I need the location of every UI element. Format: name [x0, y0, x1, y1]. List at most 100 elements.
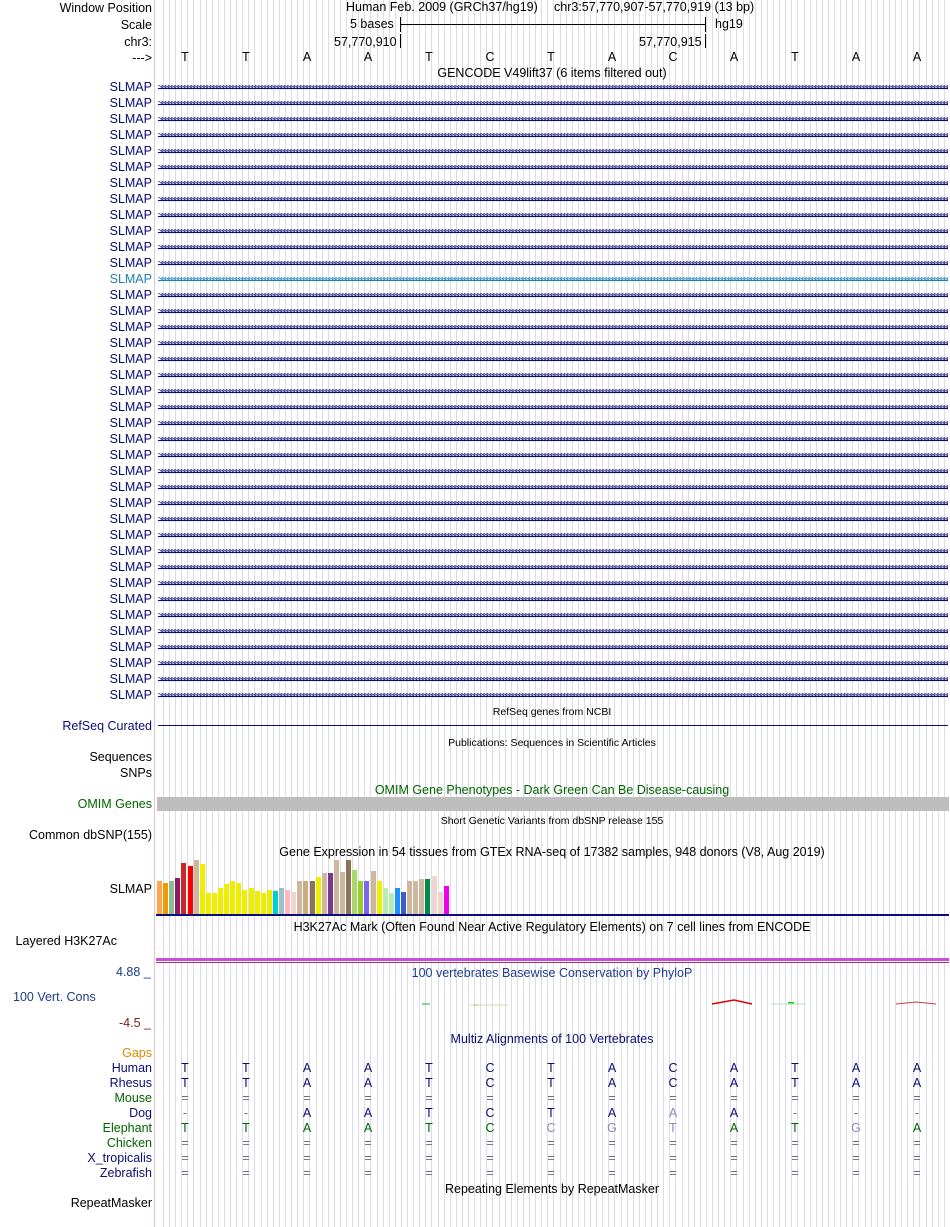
gtex-tissue-bar[interactable]	[175, 878, 181, 914]
gtex-track-title[interactable]: Gene Expression in 54 tissues from GTEx …	[279, 845, 825, 859]
gtex-tissue-bar[interactable]	[199, 864, 205, 914]
gtex-tissue-bar[interactable]	[272, 891, 278, 914]
gtex-tissue-bar[interactable]	[163, 883, 169, 914]
gtex-tissue-bar[interactable]	[260, 893, 266, 914]
gencode-gene-label[interactable]: SLMAP	[109, 336, 152, 350]
cons-track-title[interactable]: 100 vertebrates Basewise Conservation by…	[411, 966, 693, 980]
refseq-track-label[interactable]: RefSeq Curated	[62, 719, 152, 733]
gtex-tissue-bar[interactable]	[309, 881, 315, 914]
gtex-tissue-bar[interactable]	[315, 877, 321, 914]
gtex-tissue-bar[interactable]	[297, 881, 303, 914]
gtex-tissue-bar[interactable]	[218, 888, 223, 914]
gtex-tissue-bar[interactable]	[254, 891, 260, 914]
gencode-gene-label[interactable]: SLMAP	[109, 192, 152, 206]
gtex-tissue-bar[interactable]	[425, 879, 431, 914]
gtex-tissue-bar[interactable]	[193, 860, 199, 914]
gencode-gene-label[interactable]: SLMAP	[109, 576, 152, 590]
gtex-tissue-bar[interactable]	[236, 883, 242, 914]
h3k27ac-signal-band[interactable]	[156, 958, 949, 961]
gencode-gene-label[interactable]: SLMAP	[109, 288, 152, 302]
gencode-gene-label[interactable]: SLMAP	[109, 432, 152, 446]
gtex-track-label[interactable]: SLMAP	[109, 882, 152, 896]
multiz-track-title[interactable]: Multiz Alignments of 100 Vertebrates	[450, 1032, 654, 1046]
gencode-gene-label[interactable]: SLMAP	[109, 224, 152, 238]
cons-wiggle-plot[interactable]	[156, 990, 949, 1010]
gencode-gene-label[interactable]: SLMAP	[109, 496, 152, 510]
h3k27ac-track-title[interactable]: H3K27Ac Mark (Often Found Near Active Re…	[293, 920, 811, 934]
gtex-tissue-bar[interactable]	[303, 881, 309, 914]
gencode-gene-label[interactable]: SLMAP	[109, 176, 152, 190]
gtex-tissue-bar[interactable]	[321, 873, 327, 914]
species-label-dog[interactable]: Dog	[129, 1106, 152, 1120]
gencode-gene-label[interactable]: SLMAP	[109, 96, 152, 110]
gtex-tissue-bar[interactable]	[443, 886, 449, 914]
dbsnp-track-title[interactable]: Short Genetic Variants from dbSNP releas…	[440, 815, 664, 827]
gencode-gene-label[interactable]: SLMAP	[109, 448, 152, 462]
gencode-gene-label[interactable]: SLMAP	[109, 400, 152, 414]
gencode-gene-label[interactable]: SLMAP	[109, 528, 152, 542]
refseq-gene-line[interactable]	[158, 725, 948, 726]
pubs-track-title[interactable]: Publications: Sequences in Scientific Ar…	[448, 737, 656, 749]
repeatmasker-track-label[interactable]: RepeatMasker	[70, 1196, 152, 1210]
pubs-sequences-label[interactable]: Sequences	[89, 750, 152, 764]
gencode-gene-label[interactable]: SLMAP	[109, 560, 152, 574]
gencode-gene-label[interactable]: SLMAP	[109, 272, 152, 286]
gtex-tissue-bar[interactable]	[291, 892, 297, 914]
gencode-gene-label[interactable]: SLMAP	[109, 608, 152, 622]
gencode-gene-label[interactable]: SLMAP	[109, 144, 152, 158]
gtex-bar-chart[interactable]	[156, 860, 536, 914]
gtex-tissue-bar[interactable]	[187, 866, 193, 914]
gtex-tissue-bar[interactable]	[157, 881, 162, 914]
dbsnp-track-label[interactable]: Common dbSNP(155)	[29, 828, 152, 842]
gtex-tissue-bar[interactable]	[205, 893, 211, 914]
species-label-elephant[interactable]: Elephant	[102, 1121, 152, 1135]
gtex-tissue-bar[interactable]	[382, 888, 388, 914]
gencode-gene-label[interactable]: SLMAP	[109, 416, 152, 430]
gtex-tissue-bar[interactable]	[413, 881, 419, 914]
gtex-tissue-bar[interactable]	[266, 890, 272, 914]
gtex-tissue-bar[interactable]	[169, 881, 175, 914]
gtex-tissue-bar[interactable]	[376, 881, 382, 914]
gtex-tissue-bar[interactable]	[181, 863, 187, 914]
gencode-gene-label[interactable]: SLMAP	[109, 352, 152, 366]
gencode-gene-label[interactable]: SLMAP	[109, 544, 152, 558]
gencode-gene-label[interactable]: SLMAP	[109, 240, 152, 254]
gtex-tissue-bar[interactable]	[346, 860, 352, 914]
gtex-tissue-bar[interactable]	[211, 893, 217, 914]
gencode-gene-label[interactable]: SLMAP	[109, 256, 152, 270]
gencode-gene-label[interactable]: SLMAP	[109, 640, 152, 654]
gtex-tissue-bar[interactable]	[340, 872, 345, 914]
gtex-tissue-bar[interactable]	[279, 888, 284, 914]
gtex-tissue-bar[interactable]	[358, 881, 364, 914]
species-label-x_tropicalis[interactable]: X_tropicalis	[87, 1151, 152, 1165]
gencode-track-title[interactable]: GENCODE V49lift37 (6 items filtered out)	[437, 66, 667, 80]
h3k27ac-track-label[interactable]: Layered H3K27Ac	[15, 934, 117, 948]
gtex-tissue-bar[interactable]	[230, 881, 236, 914]
gencode-gene-label[interactable]: SLMAP	[109, 656, 152, 670]
gtex-tissue-bar[interactable]	[333, 860, 339, 914]
refseq-track-title[interactable]: RefSeq genes from NCBI	[492, 706, 612, 718]
gencode-gene-label[interactable]: SLMAP	[109, 128, 152, 142]
gencode-gene-label[interactable]: SLMAP	[109, 80, 152, 94]
omim-track-label[interactable]: OMIM Genes	[77, 797, 152, 811]
gtex-tissue-bar[interactable]	[407, 881, 413, 914]
gtex-tissue-bar[interactable]	[327, 873, 333, 914]
gencode-gene-label[interactable]: SLMAP	[109, 672, 152, 686]
species-label-human[interactable]: Human	[111, 1061, 152, 1075]
gtex-tissue-bar[interactable]	[364, 881, 370, 914]
gtex-tissue-bar[interactable]	[224, 884, 230, 914]
gencode-gene-label[interactable]: SLMAP	[109, 368, 152, 382]
omim-feature-bar[interactable]	[157, 797, 949, 811]
pubs-snps-label[interactable]: SNPs	[120, 766, 152, 780]
repeatmasker-track-title[interactable]: Repeating Elements by RepeatMasker	[444, 1182, 660, 1196]
gencode-gene-label[interactable]: SLMAP	[109, 320, 152, 334]
omim-track-title[interactable]: OMIM Gene Phenotypes - Dark Green Can Be…	[374, 783, 730, 797]
gtex-tissue-bar[interactable]	[370, 871, 376, 914]
cons-track-label[interactable]: 100 Vert. Cons	[13, 990, 96, 1004]
gtex-tissue-bar[interactable]	[401, 892, 406, 914]
gtex-tissue-bar[interactable]	[285, 890, 291, 914]
gencode-gene-label[interactable]: SLMAP	[109, 480, 152, 494]
gencode-gene-label[interactable]: SLMAP	[109, 160, 152, 174]
gtex-tissue-bar[interactable]	[352, 870, 358, 914]
